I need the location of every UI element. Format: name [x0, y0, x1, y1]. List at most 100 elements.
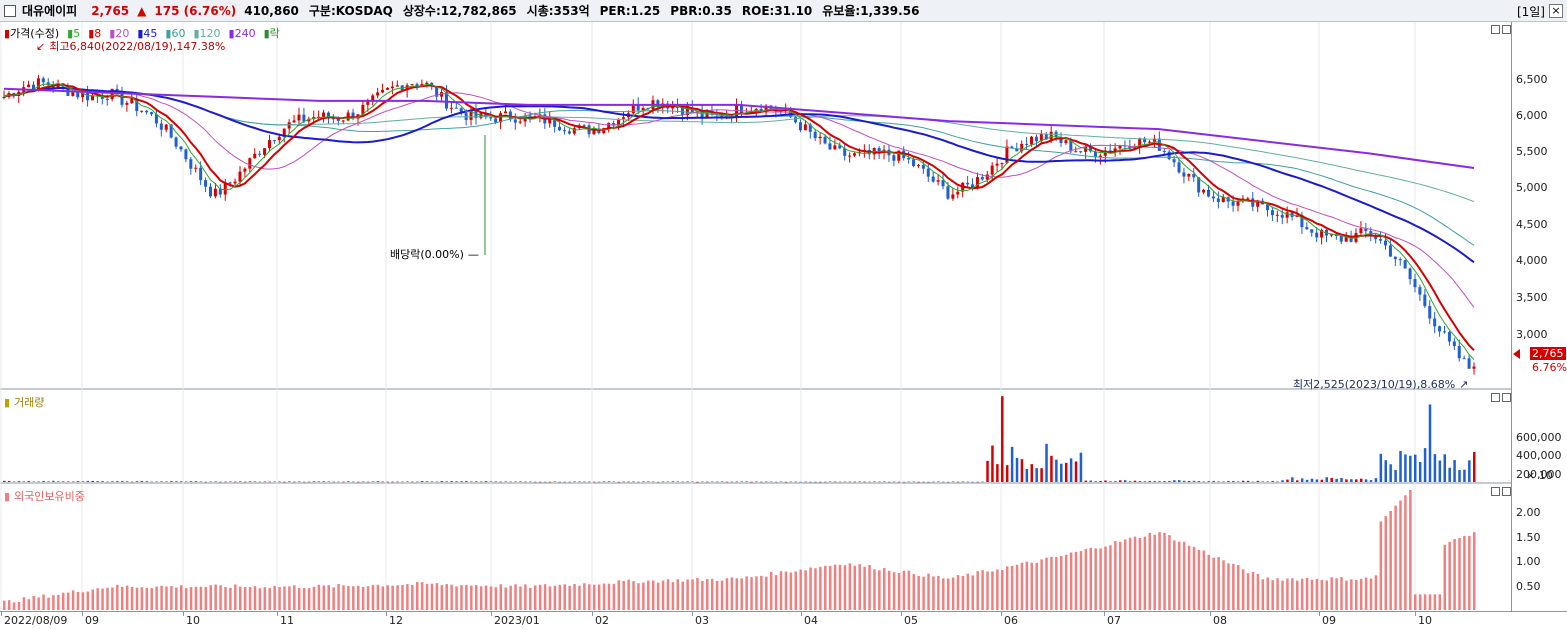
- foreign-bar: [293, 585, 296, 610]
- current-price: 2,765: [91, 3, 130, 18]
- foreign-bar: [263, 587, 267, 610]
- volume-bar: [253, 481, 257, 482]
- volume-bar: [125, 481, 129, 482]
- candle-body: [95, 95, 99, 97]
- volume-bar: [779, 481, 783, 483]
- price-tick: 4,500: [1516, 218, 1548, 231]
- foreign-bar: [1069, 552, 1073, 610]
- foreign-bar: [248, 587, 252, 610]
- select-checkbox[interactable]: [4, 4, 16, 17]
- candle-body: [1428, 306, 1432, 319]
- volume-bar: [307, 481, 311, 483]
- volume-bar: [701, 481, 704, 483]
- period-selector[interactable]: [1일]: [1516, 5, 1545, 19]
- volume-bar: [676, 481, 680, 483]
- foreign-bar: [283, 586, 286, 610]
- volume-bar: [838, 481, 842, 483]
- volume-bar: [170, 481, 173, 482]
- foreign-bar: [406, 584, 409, 610]
- close-icon[interactable]: ×: [1549, 4, 1563, 18]
- volume-tick: 400,000: [1516, 449, 1562, 462]
- candle-body: [444, 92, 448, 109]
- candle-body: [1300, 215, 1304, 228]
- volume-bar: [1379, 453, 1383, 482]
- candle-body: [980, 177, 984, 180]
- candle-body: [1270, 210, 1274, 216]
- foreign-bar: [194, 586, 198, 610]
- foreign-bar: [22, 597, 26, 610]
- foreign-bar: [597, 584, 601, 610]
- foreign-bar: [661, 580, 665, 610]
- foreign-bar: [524, 584, 527, 610]
- candle-body: [739, 104, 743, 114]
- volume-bar: [27, 481, 31, 482]
- candle-body: [208, 186, 212, 197]
- foreign-bar: [125, 585, 129, 610]
- candle-body: [381, 89, 385, 93]
- foreign-minimize-icon[interactable]: [1491, 487, 1500, 496]
- volume-bar: [1138, 481, 1142, 482]
- volume-bar: [1340, 477, 1343, 482]
- volume-minimize-icon[interactable]: [1491, 393, 1500, 402]
- volume-bar: [1084, 480, 1088, 482]
- volume-bar: [1109, 481, 1112, 482]
- candle-body: [813, 131, 817, 139]
- foreign-tick: 1.00: [1516, 555, 1541, 568]
- foreign-bar: [1178, 541, 1181, 610]
- foreign-bar: [253, 586, 257, 610]
- foreign-bar: [937, 575, 940, 610]
- volume-bar: [1079, 452, 1083, 482]
- candle-body: [307, 118, 311, 122]
- roe-value: ROE:31.10: [741, 3, 813, 18]
- foreign-bar: [425, 583, 429, 610]
- candle-body: [1098, 155, 1102, 158]
- foreign-bar: [479, 586, 483, 610]
- foreign-bar: [750, 577, 753, 610]
- volume-close-icon[interactable]: [1502, 393, 1511, 402]
- volume-bar: [809, 481, 812, 483]
- volume-bar: [3, 480, 6, 482]
- candle-body: [1044, 134, 1048, 140]
- candle-body: [838, 145, 842, 149]
- volume-bar: [627, 481, 630, 483]
- volume-bar: [558, 481, 562, 483]
- volume-bar: [1207, 481, 1211, 482]
- pane-close-icon[interactable]: [1502, 25, 1511, 34]
- candle-body: [636, 103, 640, 111]
- foreign-bar: [902, 570, 906, 610]
- pane-minimize-icon[interactable]: [1491, 25, 1500, 34]
- volume-bar: [1197, 481, 1201, 482]
- foreign-bar: [238, 586, 242, 610]
- candle-body: [956, 191, 960, 195]
- candle-body: [503, 111, 507, 114]
- foreign-bar: [258, 588, 262, 610]
- volume-bar: [1187, 480, 1191, 482]
- volume-bar: [160, 481, 163, 482]
- candle-body: [449, 107, 453, 109]
- volume-bar: [971, 481, 975, 483]
- price-tick: 3,500: [1516, 291, 1548, 304]
- price-tick: 3,000: [1516, 328, 1548, 341]
- foreign-bar: [853, 565, 857, 610]
- foreign-bar: [224, 587, 227, 610]
- volume-bar: [1128, 481, 1132, 482]
- candle-body: [81, 92, 85, 98]
- foreign-bar: [342, 585, 345, 610]
- foreign-bar: [214, 584, 217, 610]
- candle-body: [1216, 198, 1220, 203]
- foreign-bar: [720, 580, 724, 610]
- volume-bar: [1330, 477, 1333, 482]
- volume-bar: [1394, 469, 1397, 482]
- foreign-close-icon[interactable]: [1502, 487, 1511, 496]
- foreign-bar: [1266, 577, 1270, 610]
- candle-body: [199, 167, 203, 181]
- volume-bar: [120, 481, 124, 482]
- candle-body: [110, 88, 114, 100]
- legend-item: ▮가격(수정): [4, 27, 60, 40]
- volume-bar: [1010, 446, 1014, 482]
- candle-body: [292, 120, 296, 123]
- candle-body: [985, 174, 989, 180]
- candle-body: [1049, 131, 1053, 140]
- volume-bar: [312, 481, 316, 482]
